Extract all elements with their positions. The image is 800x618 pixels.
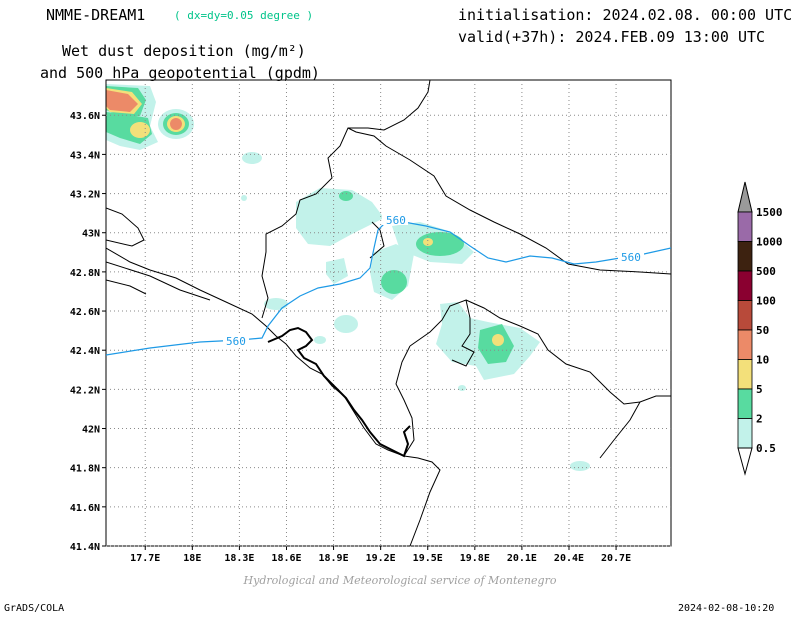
initialisation-time: initialisation: 2024.02.08. 00:00 UTC — [458, 6, 793, 24]
deposition-shading — [106, 84, 590, 471]
x-tick-label: 18.6E — [271, 553, 301, 564]
y-tick-label: 43.6N — [70, 111, 100, 122]
geopotential-contour: 560 560 560 — [106, 213, 671, 356]
x-tick-label: 19.5E — [413, 553, 443, 564]
y-tick-label: 42.2N — [70, 385, 100, 396]
contour-label: 560 — [386, 214, 406, 227]
colorbar-swatch — [737, 418, 753, 449]
x-tick-label: 20.4E — [554, 553, 584, 564]
colorbar-top-arrow — [737, 181, 753, 213]
coastline-northwest — [106, 207, 145, 247]
software-tag: GrADS/COLA — [4, 603, 65, 614]
colorbar-swatch — [737, 270, 753, 301]
y-tick-label: 43.4N — [70, 150, 100, 161]
x-tick-label: 20.7E — [601, 553, 631, 564]
colorbar-bottom-arrow — [737, 447, 753, 476]
colorbar-swatch — [737, 211, 753, 242]
border-albania-west — [395, 345, 415, 457]
colorbar-level-label: 2 — [756, 413, 763, 426]
contour-label: 560 — [226, 335, 246, 348]
colorbar-swatch — [737, 300, 753, 331]
y-tick-label: 41.4N — [70, 542, 100, 553]
border-macedonia — [599, 401, 641, 459]
border-east — [567, 263, 671, 275]
y-tick-label: 42.8N — [70, 268, 100, 279]
variable-title-line1: Wet dust deposition (mg/m²) — [62, 42, 306, 60]
island-outline — [106, 279, 147, 295]
y-tick-label: 41.8N — [70, 464, 100, 475]
colorbar-level-label: 0.5 — [756, 442, 776, 455]
render-timestamp: 2024-02-08-10:20 — [678, 603, 775, 614]
model-title: NMME-DREAM1 — [46, 6, 146, 24]
x-tick-label: 17.7E — [130, 553, 160, 564]
y-tick-label: 42N — [82, 425, 100, 436]
contour-label: 560 — [621, 251, 641, 264]
y-tick-label: 42.4N — [70, 346, 100, 357]
x-tick-label: 19.8E — [460, 553, 490, 564]
border-inner — [369, 221, 385, 259]
map-frame — [105, 79, 672, 547]
colorbar-level-label: 10 — [756, 354, 769, 367]
colorbar-swatch — [737, 388, 753, 419]
x-tick-label: 18.9E — [319, 553, 349, 564]
colorbar-level-label: 500 — [756, 265, 776, 278]
y-tick-label: 43N — [82, 229, 100, 240]
colorbar-swatch — [737, 359, 753, 390]
border-north — [261, 80, 431, 319]
contour-label-bg — [618, 250, 644, 262]
coastline-inner — [106, 261, 211, 301]
x-tick-label: 20.1E — [507, 553, 537, 564]
colorbar-swatch — [737, 241, 753, 272]
variable-title-line2: and 500 hPa geopotential (gpdm) — [40, 64, 320, 82]
border-albania-north — [409, 299, 475, 367]
contour-line-560 — [106, 221, 671, 356]
contour-label-bg — [223, 334, 249, 346]
y-tick-label: 43.2N — [70, 190, 100, 201]
border-serbia — [347, 127, 569, 265]
resolution-note: ( dx=dy=0.05 degree ) — [174, 9, 314, 22]
institution-credit: Hydrological and Meteorological service … — [243, 574, 557, 587]
boundaries — [106, 80, 671, 546]
y-tick-label: 41.6N — [70, 503, 100, 514]
x-tick-label: 18.3E — [224, 553, 254, 564]
colorbar-level-label: 1500 — [756, 206, 783, 219]
lat-lon-grid: 17.7E 18E 18.3E 18.6E 18.9E 19.2E 19.5E 19.8E 20… — [70, 80, 671, 564]
y-tick-label: 42.6N — [70, 307, 100, 318]
valid-time: valid(+37h): 2024.FEB.09 13:00 UTC — [458, 28, 766, 46]
coastline-adriatic — [106, 247, 405, 457]
contour-label-bg — [382, 213, 408, 225]
colorbar-swatch — [737, 329, 753, 360]
colorbar-level-label: 5 — [756, 383, 763, 396]
colorbar-level-label: 1000 — [756, 236, 783, 249]
x-tick-label: 18E — [183, 553, 201, 564]
colorbar-legend: 1500 1000 500 100 50 10 5 2 0.5 — [737, 181, 783, 476]
colorbar-level-label: 50 — [756, 324, 769, 337]
coastline-montenegro — [267, 326, 411, 458]
colorbar-level-label: 100 — [756, 295, 776, 308]
x-tick-label: 19.2E — [366, 553, 396, 564]
coastline-south — [403, 455, 441, 546]
